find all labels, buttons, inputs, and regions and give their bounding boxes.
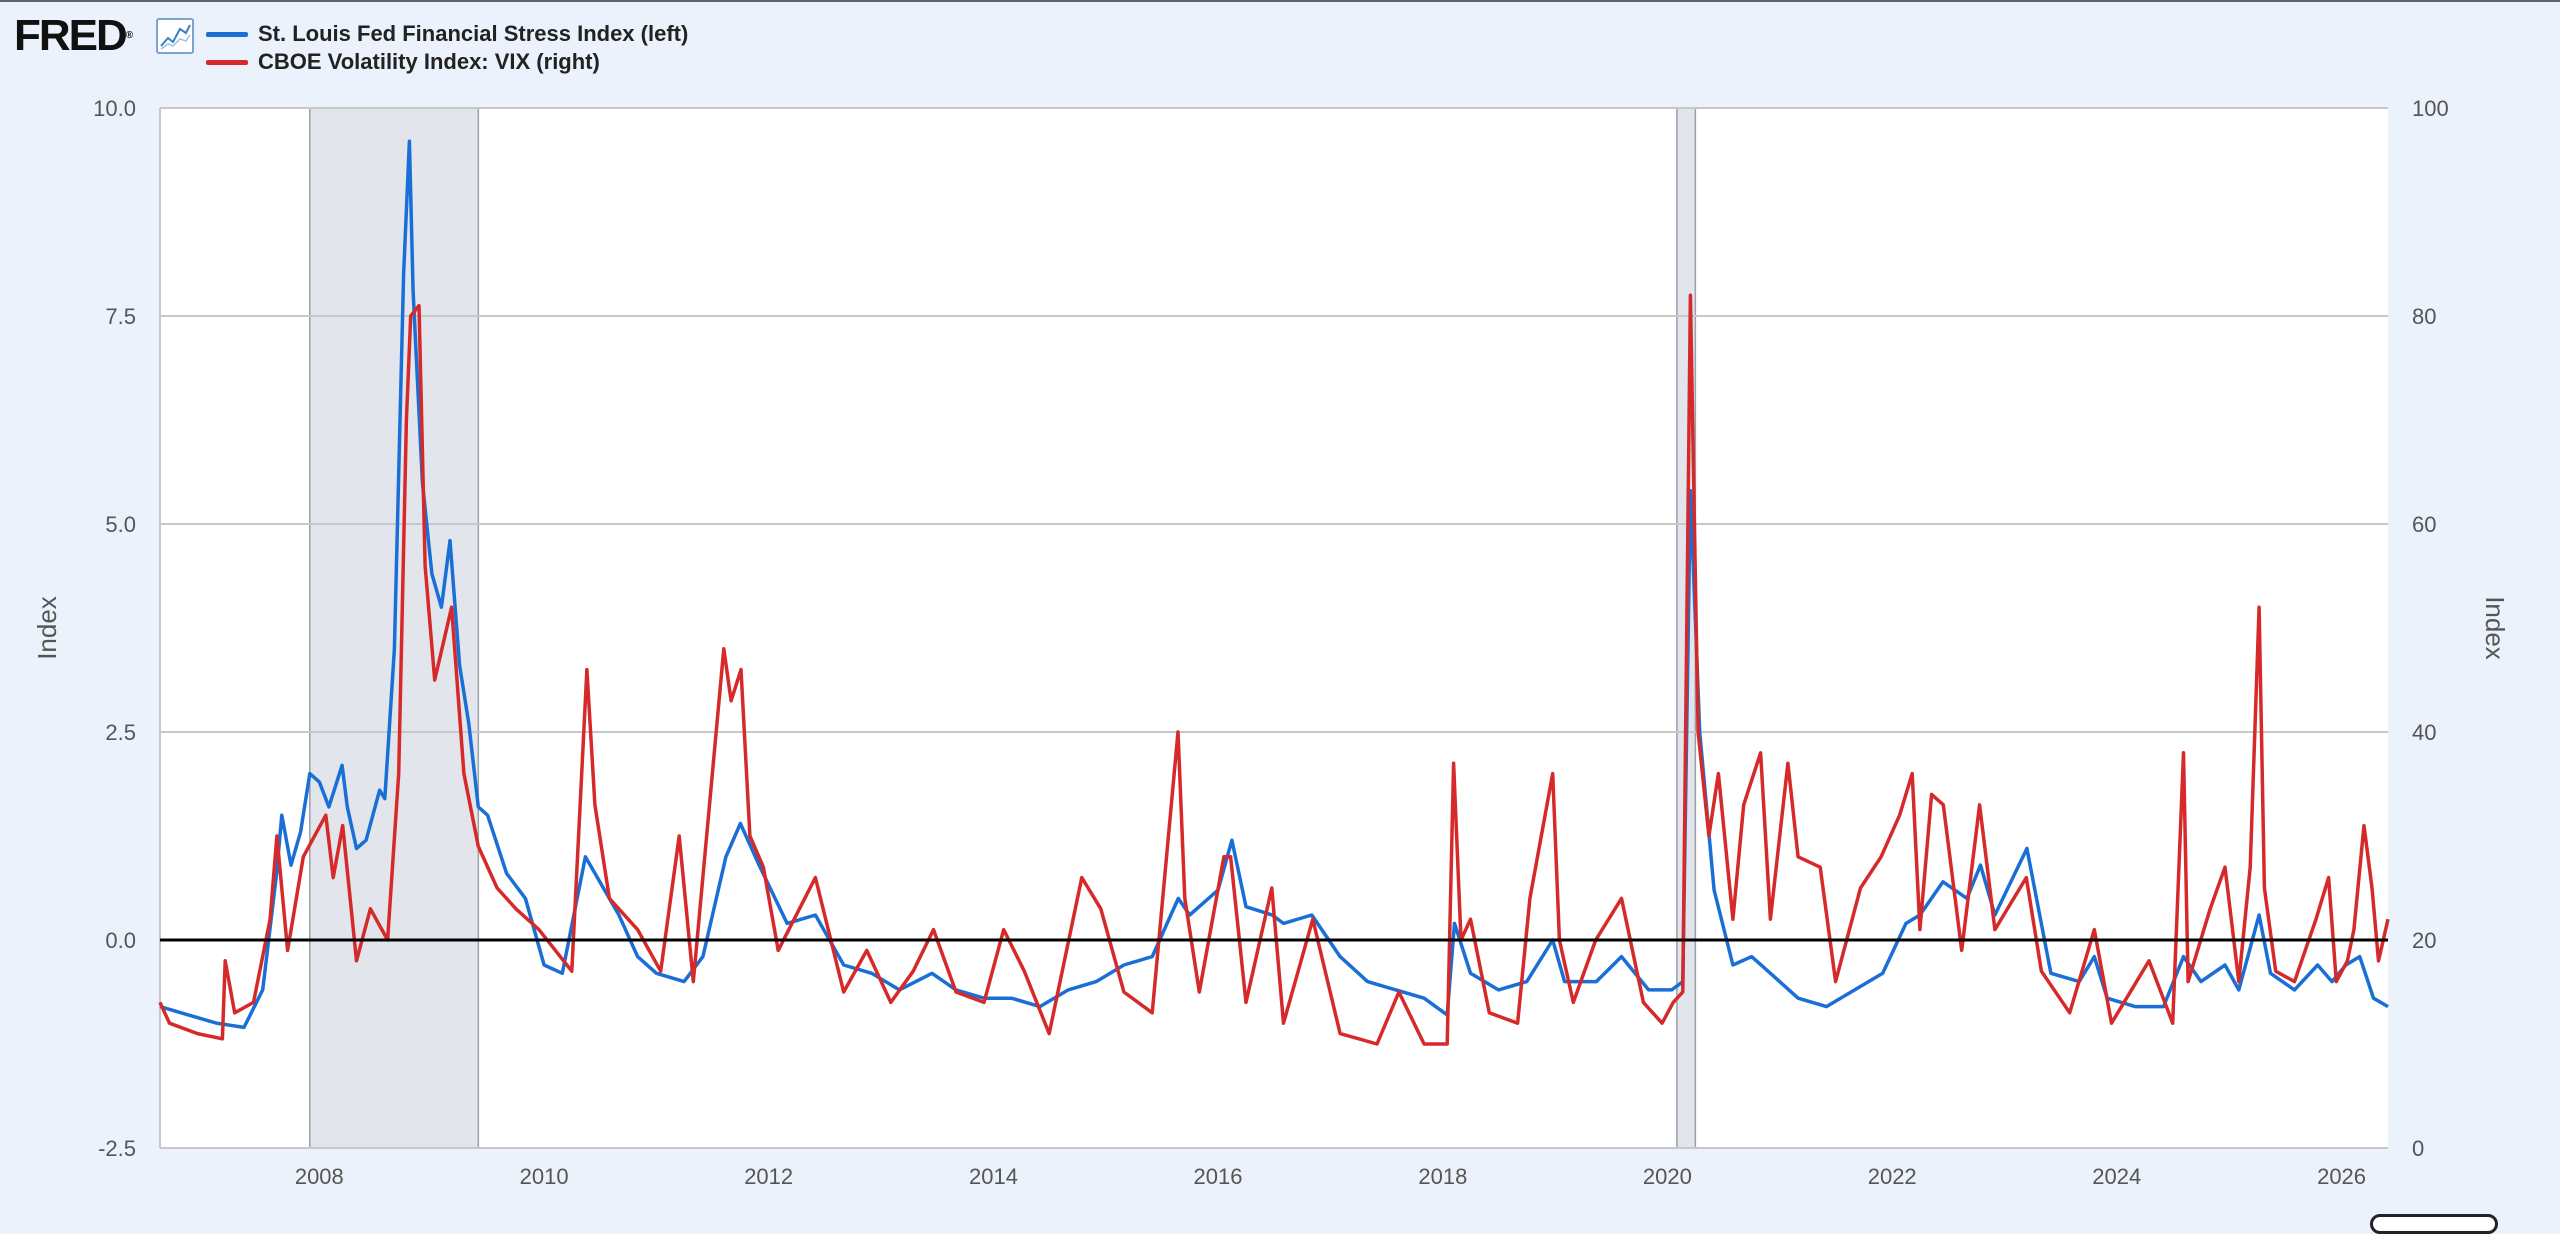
y-right-tick-label: 40 xyxy=(2412,720,2436,745)
y-right-tick-label: 100 xyxy=(2412,96,2449,121)
y-right-axis-title: Index xyxy=(2480,596,2510,660)
legend-item-vix[interactable]: CBOE Volatility Index: VIX (right) xyxy=(206,48,688,76)
y-left-tick-label: 5.0 xyxy=(105,512,136,537)
line-chart-icon-glyph xyxy=(160,24,191,50)
corner-button[interactable] xyxy=(2370,1214,2498,1234)
legend-label-vix: CBOE Volatility Index: VIX (right) xyxy=(258,49,600,74)
legend-label-stress-index: St. Louis Fed Financial Stress Index (le… xyxy=(258,21,689,46)
y-right-tick-label: 20 xyxy=(2412,928,2436,953)
y-left-tick-label: 0.0 xyxy=(105,928,136,953)
y-right-tick-label: 80 xyxy=(2412,304,2436,329)
x-tick-label: 2020 xyxy=(1643,1164,1692,1189)
x-tick-label: 2010 xyxy=(520,1164,569,1189)
top-border xyxy=(0,0,2560,2)
x-tick-label: 2008 xyxy=(295,1164,344,1189)
y-left-tick-label: -2.5 xyxy=(98,1136,136,1161)
y-right-tick-label: 0 xyxy=(2412,1136,2424,1161)
y-right-tick-label: 60 xyxy=(2412,512,2436,537)
x-tick-label: 2024 xyxy=(2092,1164,2141,1189)
y-left-tick-label: 7.5 xyxy=(105,304,136,329)
plot-area xyxy=(160,108,2388,1148)
line-chart-icon[interactable] xyxy=(156,18,194,54)
x-tick-label: 2022 xyxy=(1868,1164,1917,1189)
fred-logo[interactable]: FRED® xyxy=(14,14,133,58)
x-tick-label: 2016 xyxy=(1194,1164,1243,1189)
x-tick-label: 2012 xyxy=(744,1164,793,1189)
y-left-tick-label: 2.5 xyxy=(105,720,136,745)
legend-swatch-vix xyxy=(206,59,248,65)
x-tick-label: 2026 xyxy=(2317,1164,2366,1189)
registered-mark: ® xyxy=(125,30,134,41)
series-line-vix xyxy=(158,293,2390,1046)
chart-legend: St. Louis Fed Financial Stress Index (le… xyxy=(206,20,688,76)
y-left-axis-title: Index xyxy=(32,596,62,660)
x-tick-label: 2018 xyxy=(1418,1164,1467,1189)
legend-swatch-stress-index xyxy=(206,31,248,37)
x-tick-label: 2014 xyxy=(969,1164,1018,1189)
series-line-stress-index xyxy=(159,139,2389,1030)
fred-logo-text: FRED xyxy=(14,11,128,60)
legend-item-stress-index[interactable]: St. Louis Fed Financial Stress Index (le… xyxy=(206,20,688,48)
y-left-tick-label: 10.0 xyxy=(93,96,136,121)
